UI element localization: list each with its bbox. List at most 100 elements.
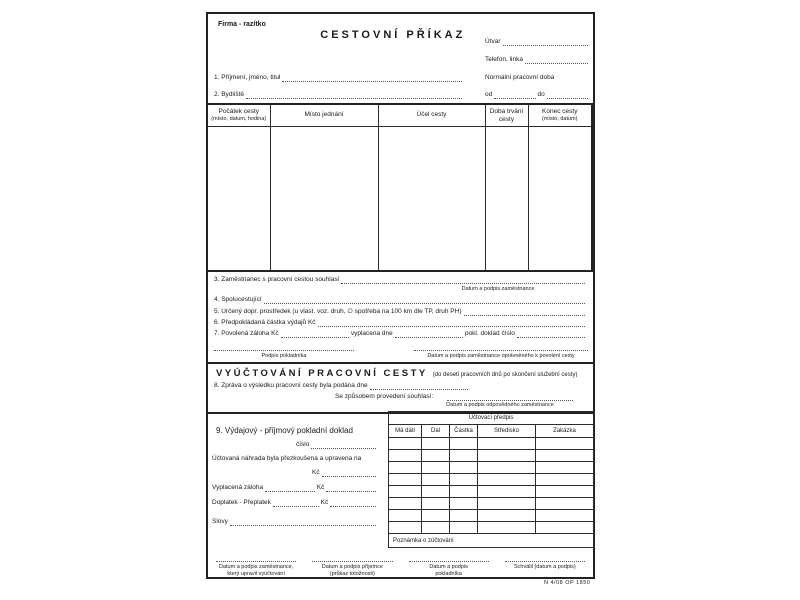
words-label: Slovy — [212, 518, 228, 525]
account-cell[interactable] — [388, 473, 422, 486]
account-cell[interactable] — [477, 437, 536, 450]
voucher-number-label: číslo — [296, 441, 310, 448]
account-cell[interactable] — [535, 497, 594, 510]
approval-label: Se způsobem provedení souhlasí: — [335, 393, 434, 400]
unit-field[interactable] — [502, 38, 588, 46]
account-cell[interactable] — [535, 509, 594, 522]
approver-signature-field[interactable] — [414, 344, 588, 351]
account-cell[interactable] — [535, 461, 594, 474]
trip-cell-start[interactable] — [206, 125, 271, 272]
account-cell[interactable] — [388, 521, 422, 534]
signature-adjuster-field[interactable] — [216, 555, 297, 562]
account-cell[interactable] — [421, 509, 450, 522]
account-cell[interactable] — [477, 473, 536, 486]
account-cell[interactable] — [449, 485, 478, 498]
account-cell[interactable] — [388, 485, 422, 498]
account-note-label: Poznámka o zúčtování — [388, 533, 594, 548]
item5-field[interactable] — [463, 308, 585, 316]
item7-advance-field[interactable] — [280, 330, 349, 338]
account-table-row — [388, 461, 594, 474]
item4-row: 4. Spolucestující — [214, 296, 587, 304]
item4-label: 4. Spolucestující — [214, 296, 262, 303]
account-cell[interactable] — [421, 437, 450, 450]
account-cell[interactable] — [477, 461, 536, 474]
item3-label: 3. Zaměstnanec s pracovní cestou souhlas… — [214, 276, 340, 283]
item7-paid-field[interactable] — [394, 330, 463, 338]
surcharge-field1[interactable] — [272, 499, 319, 507]
signature-approved-field[interactable] — [504, 555, 585, 562]
account-cell[interactable] — [388, 449, 422, 462]
phone-field[interactable] — [524, 56, 588, 64]
account-cell[interactable] — [535, 485, 594, 498]
approval-field[interactable] — [447, 393, 573, 401]
account-cell[interactable] — [477, 509, 536, 522]
account-cell[interactable] — [421, 521, 450, 534]
trip-cell-end[interactable] — [527, 125, 593, 272]
account-cell[interactable] — [421, 485, 450, 498]
paid-advance-field1[interactable] — [265, 484, 315, 492]
account-cell[interactable] — [449, 509, 478, 522]
account-cell[interactable] — [449, 437, 478, 450]
account-cell[interactable] — [421, 473, 450, 486]
account-table-row — [388, 449, 594, 462]
item7-advance-label: 7. Povolená záloha Kč — [214, 330, 279, 337]
account-cell[interactable] — [477, 449, 536, 462]
account-cell[interactable] — [421, 449, 450, 462]
item8-field[interactable] — [369, 382, 468, 390]
name-field[interactable] — [282, 74, 462, 82]
reviewed-label: Účtovaná náhrada byla přezkoušena a upra… — [212, 455, 362, 462]
approver-signature-block: Datum a podpis zaměstnance oprávněného k… — [414, 344, 588, 359]
account-cell[interactable] — [535, 473, 594, 486]
words-row: Slovy — [212, 518, 378, 526]
item6-field[interactable] — [317, 319, 585, 327]
account-cell[interactable] — [535, 521, 594, 534]
item7-doc-label: pokl. doklad číslo — [464, 330, 515, 337]
voucher-number-field[interactable] — [311, 441, 376, 449]
account-cell[interactable] — [388, 437, 422, 450]
trip-cell-duration[interactable] — [484, 125, 529, 272]
account-cell[interactable] — [449, 449, 478, 462]
signature-adjuster: Datum a podpis zaměstnance, který upravi… — [216, 555, 297, 577]
working-hours-label: Normální pracovní doba — [485, 74, 555, 81]
to-field[interactable] — [546, 91, 588, 99]
account-cell[interactable] — [449, 497, 478, 510]
account-cell[interactable] — [388, 497, 422, 510]
account-cell[interactable] — [388, 509, 422, 522]
item7-doc-field[interactable] — [516, 330, 585, 338]
account-cell[interactable] — [477, 497, 536, 510]
signature-cashier-field[interactable] — [408, 555, 489, 562]
signature-recipient-field[interactable] — [312, 555, 393, 562]
address-field[interactable] — [246, 91, 462, 99]
item4-field[interactable] — [263, 296, 585, 304]
trip-cell-place[interactable] — [269, 125, 379, 272]
account-cell[interactable] — [477, 521, 536, 534]
account-cell[interactable] — [449, 521, 478, 534]
account-cell[interactable] — [421, 461, 450, 474]
account-cell[interactable] — [477, 485, 536, 498]
account-table-row — [388, 473, 594, 486]
trip-col-purpose: Účel cesty — [377, 103, 486, 127]
kc-label-3: Kč — [320, 499, 329, 506]
paid-advance-field2[interactable] — [326, 484, 377, 492]
account-cell[interactable] — [535, 449, 594, 462]
working-hours-row: Normální pracovní doba — [485, 74, 590, 82]
account-cell[interactable] — [421, 497, 450, 510]
to-label: do — [537, 91, 545, 98]
account-cell[interactable] — [449, 473, 478, 486]
trip-cell-purpose[interactable] — [377, 125, 486, 272]
account-cell[interactable] — [449, 461, 478, 474]
trip-col-start: Počátek cesty (místo, datum, hodina) — [206, 103, 271, 127]
account-cell[interactable] — [535, 437, 594, 450]
item3-field[interactable] — [341, 276, 585, 284]
surcharge-label: Doplatek - Přeplatek — [212, 499, 271, 506]
surcharge-field2[interactable] — [330, 499, 377, 507]
surcharge-row: Doplatek - Přeplatek Kč — [212, 499, 378, 507]
from-to-row: od do — [485, 91, 590, 99]
account-cell[interactable] — [388, 461, 422, 474]
cashier-signature-field[interactable] — [214, 344, 354, 351]
from-field[interactable] — [494, 91, 536, 99]
reviewed-amount-field[interactable] — [321, 469, 376, 477]
signature-approved: Schválil (datum a podpis) — [504, 555, 585, 577]
words-field[interactable] — [229, 518, 376, 526]
phone-label: Telefon, linka — [485, 56, 523, 63]
